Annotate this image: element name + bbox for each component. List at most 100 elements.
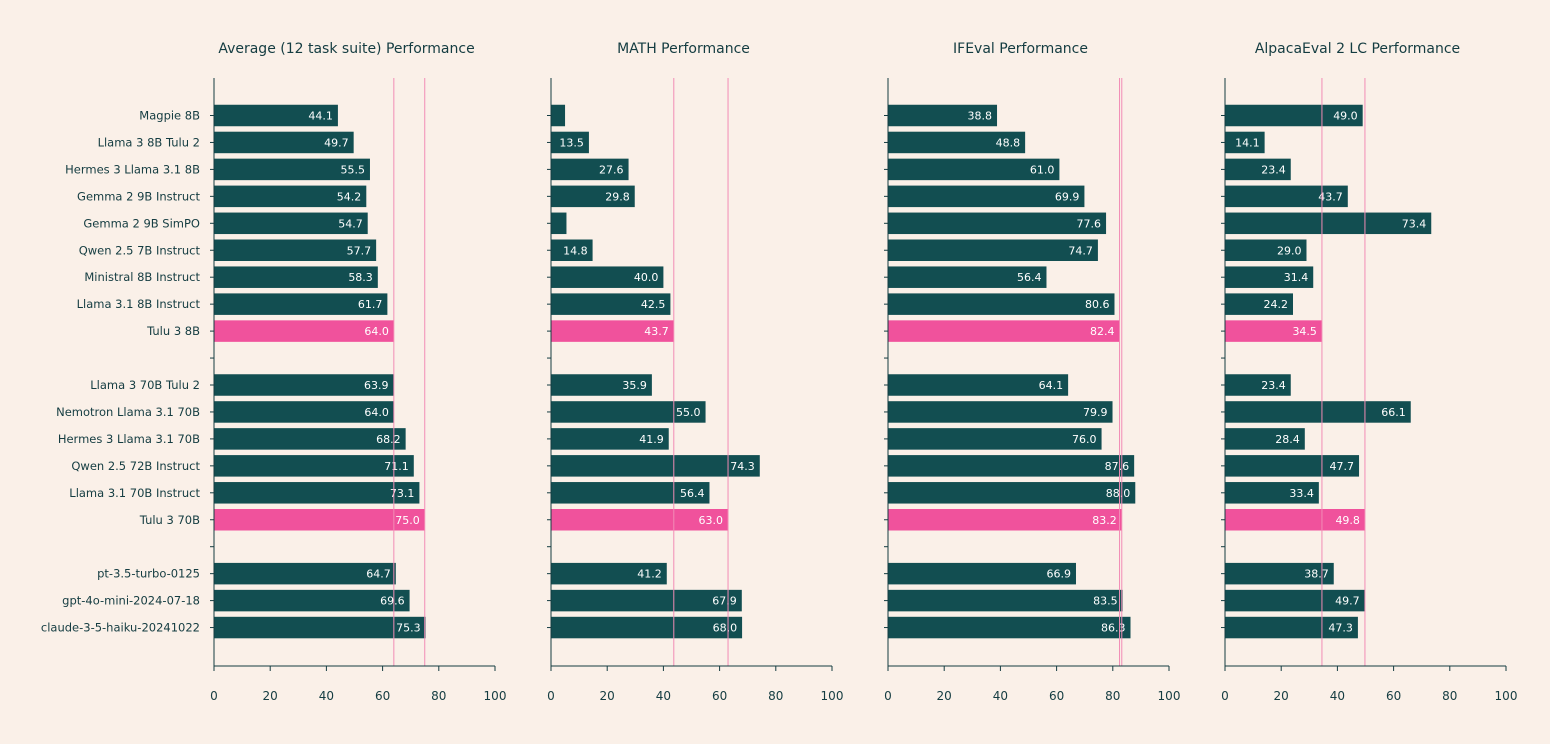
bar [888, 266, 1047, 288]
bar [551, 293, 671, 315]
data-label: 24.2 [1264, 298, 1289, 311]
bar [1225, 266, 1314, 288]
category-label: Tulu 3 8B [146, 324, 200, 338]
category-label: Llama 3 8B Tulu 2 [98, 135, 200, 149]
panel-title: MATH Performance [617, 41, 750, 57]
category-label: Nemotron Llama 3.1 70B [56, 405, 200, 419]
bar [214, 482, 420, 504]
bar [214, 212, 368, 235]
data-label: 83.5 [1093, 595, 1118, 608]
data-label: 74.3 [730, 460, 755, 473]
x-tick-label: 60 [712, 689, 727, 703]
bar [1225, 589, 1365, 612]
bar-highlight [214, 320, 394, 342]
x-tick-label: 20 [600, 689, 615, 703]
data-label: 40.0 [634, 271, 659, 284]
bar [888, 616, 1131, 639]
data-label: 68.2 [376, 433, 401, 446]
bar [888, 158, 1060, 181]
data-label: 29.8 [605, 190, 630, 203]
category-label: gpt-4o-mini-2024-07-18 [62, 594, 200, 608]
x-tick-label: 20 [263, 689, 278, 703]
bar [1225, 158, 1291, 181]
x-tick-label: 60 [375, 689, 390, 703]
bar [1225, 562, 1334, 585]
data-label: 54.2 [337, 190, 362, 203]
bar [214, 616, 426, 639]
bar [1225, 131, 1265, 154]
bar-highlight [1225, 509, 1365, 531]
data-label: 61.0 [1030, 163, 1055, 176]
bar [888, 455, 1135, 477]
bar [551, 401, 706, 423]
bar [1225, 104, 1363, 127]
data-label: 23.4 [1261, 163, 1286, 176]
data-label: 49.0 [1333, 110, 1358, 123]
bar [551, 185, 635, 208]
data-label: 38.8 [968, 110, 993, 123]
bar [888, 104, 998, 127]
bar-highlight [214, 509, 425, 531]
data-label: 31.4 [1284, 271, 1309, 284]
bar [888, 401, 1113, 423]
x-tick-label: 60 [1049, 689, 1064, 703]
data-label: 34.5 [1292, 325, 1317, 338]
data-label: 79.9 [1083, 406, 1108, 419]
data-label: 75.0 [395, 514, 420, 527]
data-label: 71.1 [384, 460, 409, 473]
bar [551, 455, 760, 477]
bar [214, 589, 410, 612]
x-tick-label: 0 [210, 689, 218, 703]
x-tick-label: 80 [1105, 689, 1120, 703]
bar [888, 185, 1085, 208]
bar [214, 158, 370, 181]
bar [888, 293, 1115, 315]
data-label: 69.6 [380, 595, 405, 608]
data-label: 73.1 [390, 487, 415, 500]
bar [214, 131, 354, 154]
data-label: 35.9 [622, 379, 647, 392]
x-tick-label: 100 [821, 689, 844, 703]
bar [1225, 239, 1307, 261]
x-tick-label: 40 [656, 689, 671, 703]
bar [1225, 616, 1358, 639]
x-tick-label: 40 [993, 689, 1008, 703]
data-label: 28.4 [1275, 433, 1300, 446]
category-label: Qwen 2.5 72B Instruct [71, 459, 200, 473]
bar [888, 131, 1026, 154]
data-label: 56.4 [680, 487, 705, 500]
data-label: 87.6 [1105, 460, 1130, 473]
data-label: 47.7 [1330, 460, 1355, 473]
data-label: 49.8 [1335, 514, 1360, 527]
data-label: 57.7 [347, 244, 372, 257]
bar [1225, 185, 1348, 208]
bar [888, 428, 1102, 450]
category-label: Magpie 8B [139, 109, 200, 123]
data-label: 13.5 [559, 136, 584, 149]
data-label: 64.7 [366, 568, 391, 581]
data-label: 80.6 [1085, 298, 1110, 311]
x-tick-label: 0 [1221, 689, 1229, 703]
bar [214, 428, 406, 450]
data-label: 64.0 [364, 325, 389, 338]
category-label: Llama 3.1 70B Instruct [69, 486, 200, 500]
data-label: 73.4 [1402, 217, 1427, 230]
data-label: 66.1 [1381, 406, 1406, 419]
bar [1225, 212, 1432, 235]
category-label: Hermes 3 Llama 3.1 8B [65, 162, 200, 176]
bar [1225, 401, 1411, 423]
bar [214, 562, 396, 585]
bar [551, 131, 589, 154]
bar-highlight [551, 509, 729, 531]
bar [551, 266, 664, 288]
x-tick-label: 100 [484, 689, 507, 703]
x-tick-label: 100 [1495, 689, 1518, 703]
bar [214, 266, 378, 288]
category-label: Tulu 3 70B [139, 513, 200, 527]
data-label: 74.7 [1068, 244, 1093, 257]
data-label: 64.1 [1039, 379, 1064, 392]
bar [551, 482, 710, 504]
x-tick-label: 80 [1442, 689, 1457, 703]
data-label: 29.0 [1277, 244, 1302, 257]
x-tick-label: 40 [319, 689, 334, 703]
